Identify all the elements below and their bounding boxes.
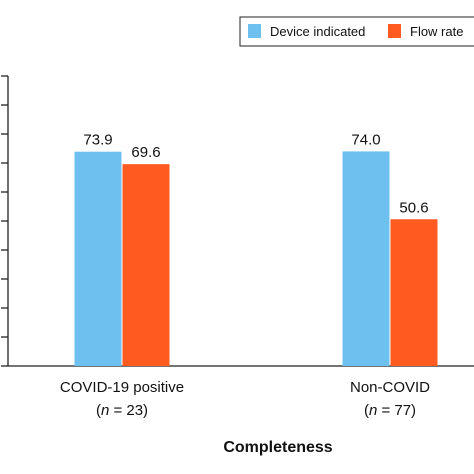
x-axis-title: Completeness: [223, 439, 332, 456]
category-label-line1: COVID-19 positive: [60, 379, 184, 396]
bar-value-label: 50.6: [399, 199, 428, 216]
y-ticks: [1, 75, 8, 367]
bar-value-label: 73.9: [83, 132, 112, 149]
category-label-line2: (n = 77): [364, 402, 416, 419]
category-label-non-covid: Non-COVID (n = 77): [350, 379, 430, 419]
bar-device-indicated-1: [342, 151, 390, 366]
legend: Device indicated Flow rate: [239, 16, 474, 47]
category-label-line1: Non-COVID: [350, 379, 430, 396]
bars: [74, 151, 438, 366]
legend-label-flow-rate: Flow rate: [410, 24, 463, 39]
legend-swatch-flow-rate: [388, 24, 401, 38]
bar-value-label: 69.6: [131, 144, 160, 161]
bar-flow-rate-0: [122, 164, 170, 366]
bar-value-labels: 73.9 74.0 69.6 50.6: [83, 131, 428, 216]
legend-swatch-device-indicated: [248, 24, 261, 38]
category-label-line2: (n = 23): [96, 402, 148, 419]
category-label-covid-positive: COVID-19 positive (n = 23): [60, 379, 184, 419]
bar-device-indicated-0: [74, 151, 122, 366]
legend-label-device-indicated: Device indicated: [270, 24, 365, 39]
legend-box: [239, 16, 474, 47]
bar-value-label: 74.0: [351, 131, 380, 148]
bar-flow-rate-1: [390, 219, 438, 366]
